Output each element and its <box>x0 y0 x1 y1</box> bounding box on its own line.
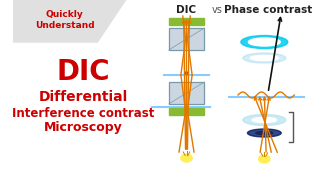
Polygon shape <box>13 0 125 42</box>
Ellipse shape <box>252 118 276 123</box>
Text: vs: vs <box>212 5 223 15</box>
Bar <box>169 108 204 115</box>
Bar <box>169 18 204 25</box>
Text: Phase contrast: Phase contrast <box>224 5 312 15</box>
Ellipse shape <box>250 55 278 60</box>
Ellipse shape <box>247 129 281 137</box>
Ellipse shape <box>243 53 286 63</box>
Text: DIC: DIC <box>176 5 196 15</box>
Ellipse shape <box>259 155 270 163</box>
Ellipse shape <box>248 38 280 46</box>
Text: Quickly
Understand: Quickly Understand <box>35 10 94 30</box>
Ellipse shape <box>256 132 273 134</box>
Bar <box>169 82 204 104</box>
Text: DIC: DIC <box>57 58 110 86</box>
Text: Differential: Differential <box>39 90 128 104</box>
Text: Microscopy: Microscopy <box>44 122 123 134</box>
Bar <box>169 28 204 50</box>
Ellipse shape <box>241 35 288 48</box>
Text: Interference contrast: Interference contrast <box>12 107 155 120</box>
Bar <box>169 82 204 104</box>
Bar <box>169 28 204 50</box>
Ellipse shape <box>243 114 286 125</box>
Ellipse shape <box>181 154 192 162</box>
